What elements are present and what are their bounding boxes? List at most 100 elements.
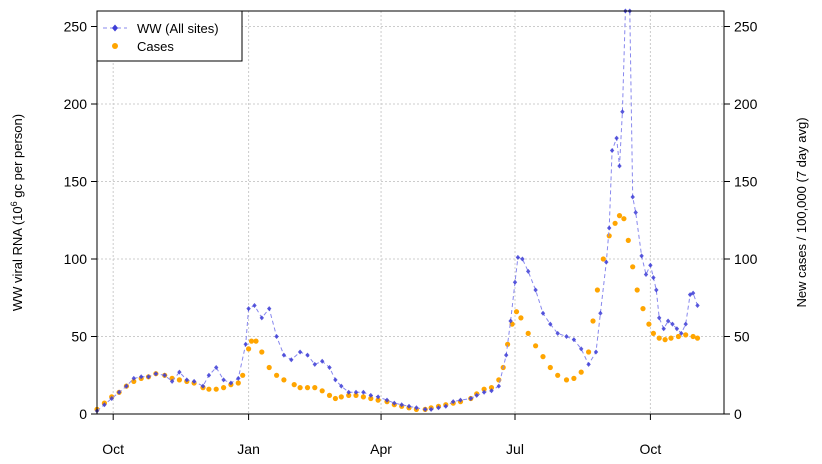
cases-point [246, 346, 252, 352]
legend-box [96, 10, 243, 62]
ww-point [687, 292, 693, 298]
ww-point [243, 341, 248, 347]
cases-point [525, 330, 531, 336]
cases-point [646, 321, 652, 327]
cases-point [281, 377, 287, 383]
cases-point [375, 397, 381, 403]
cases-point [533, 343, 539, 349]
cases-point [621, 216, 627, 222]
ww-point [654, 287, 659, 293]
cases-point [694, 335, 701, 341]
cases-point [360, 394, 366, 400]
ww-point [504, 352, 509, 358]
ww-point [604, 259, 609, 265]
cases-point [616, 213, 623, 219]
ww-point [281, 352, 287, 358]
cases-point [540, 354, 546, 360]
cases-point [578, 369, 584, 375]
y-right-tick-label: 0 [734, 406, 742, 422]
cases-point [338, 394, 344, 400]
ww-point [361, 389, 366, 395]
ww-point [520, 256, 525, 262]
y-left-tick-label: 0 [79, 406, 87, 422]
ww-point [414, 405, 419, 411]
cases-point [600, 256, 606, 262]
ww-point [184, 377, 189, 383]
legend-ww-label: WW (All sites) [137, 21, 219, 36]
cases-point [259, 349, 265, 355]
x-tick-label: Jan [237, 441, 260, 457]
ww-point [375, 394, 381, 400]
ww-point [236, 375, 241, 381]
ww-point [124, 383, 129, 389]
cases-point [518, 315, 524, 321]
y-right-tick-label: 100 [734, 251, 758, 267]
y-right-axis-title: New cases / 100,000 (7 day avg) [794, 117, 809, 307]
cases-point [131, 378, 137, 384]
legend-cases-label: Cases [137, 39, 174, 54]
series-layer [94, 8, 701, 414]
ww-point [630, 194, 635, 200]
cases-point [266, 364, 272, 371]
ww-point [489, 388, 494, 394]
ww-point [598, 310, 603, 316]
x-tick-label: Apr [370, 441, 392, 457]
ww-point [228, 380, 234, 386]
cases-point [297, 385, 303, 391]
x-tick-label: Oct [102, 441, 124, 457]
ww-point [162, 372, 167, 378]
ww-point [533, 287, 538, 293]
ww-point [353, 389, 359, 395]
ww-point [674, 326, 680, 332]
cases-point [555, 372, 561, 378]
ww-point [683, 321, 688, 327]
plot-frame [96, 10, 725, 415]
cases-point [594, 287, 601, 293]
ww-point [614, 135, 619, 141]
cases-point [571, 375, 577, 381]
x-tick-label: Jul [506, 441, 524, 457]
ww-point [657, 315, 662, 321]
ww-point [423, 406, 428, 412]
grid-layer [97, 11, 724, 415]
ww-point [177, 369, 182, 375]
cases-point [668, 335, 674, 341]
ww-point [259, 315, 264, 321]
ww-point [648, 262, 653, 268]
ww-point [458, 397, 463, 403]
cases-point [235, 380, 241, 386]
ww-point [289, 357, 294, 363]
ww-point [274, 334, 279, 339]
ww-point [555, 330, 560, 336]
cases-point [656, 335, 662, 341]
y-right-tick-label: 50 [734, 329, 750, 345]
cases-point [176, 377, 182, 383]
ww-point [392, 400, 397, 406]
legend: WW (All sites) Cases [96, 10, 243, 62]
axis-layer: 0 50 100 150 200 250 0 50 100 150 200 250 Oct Jan Apr J… [64, 19, 758, 458]
cases-point [586, 349, 592, 355]
cases-point [690, 333, 696, 340]
ww-point [246, 306, 251, 312]
ww-point [474, 392, 479, 398]
cases-point [563, 377, 570, 383]
ww-point [153, 371, 159, 377]
y-right-tick-label: 250 [734, 19, 758, 35]
cases-point [248, 338, 255, 344]
ww-point [639, 253, 644, 259]
ww-point [571, 337, 577, 343]
ww-point [346, 389, 351, 395]
y-right-tick-label: 200 [734, 96, 758, 112]
ww-point [399, 402, 404, 408]
ww-point [586, 361, 591, 367]
cases-point [326, 392, 333, 398]
ww-point [320, 358, 325, 364]
legend-ww-swatch-marker [112, 24, 118, 32]
cases-point [612, 220, 618, 226]
cases-point [319, 388, 325, 394]
ww-point [109, 396, 114, 401]
ww-point [131, 375, 136, 381]
ww-point [695, 303, 700, 308]
